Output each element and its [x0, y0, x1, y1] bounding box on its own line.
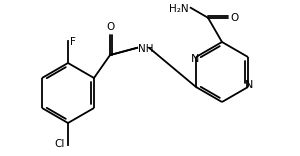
Text: O: O: [230, 13, 238, 23]
Text: H₂N: H₂N: [169, 4, 189, 14]
Text: Cl: Cl: [55, 139, 65, 149]
Text: F: F: [70, 37, 76, 47]
Text: O: O: [106, 22, 114, 32]
Text: N: N: [245, 80, 253, 90]
Text: N: N: [191, 54, 199, 64]
Text: NH: NH: [138, 44, 154, 54]
